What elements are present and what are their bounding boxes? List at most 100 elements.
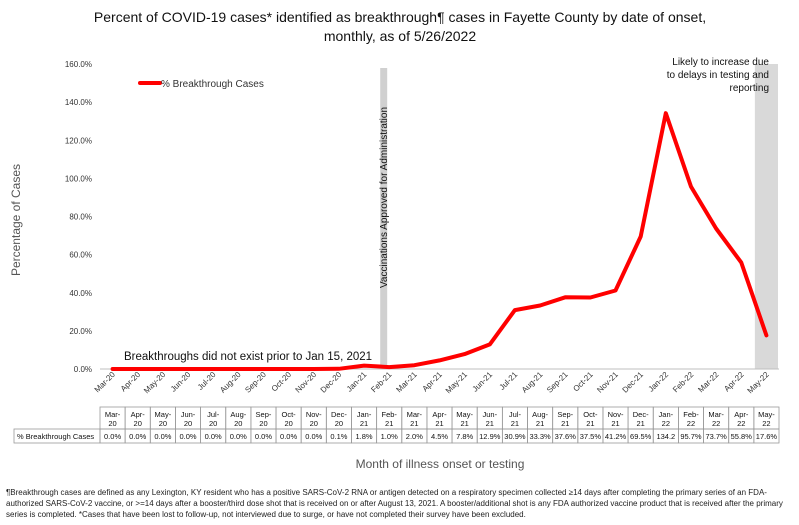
table-value-text: 0.0% (179, 432, 196, 441)
table-header-text: Jul-20 (207, 410, 220, 428)
table-header-text: Aug-20 (230, 410, 246, 428)
table-header-text: Nov-20 (306, 410, 322, 428)
table-header-text: Oct-20 (282, 410, 297, 428)
x-tick-label: May-20 (142, 370, 168, 396)
table-value-text: 4.5% (431, 432, 448, 441)
table-header-text: Jan-21 (357, 410, 372, 428)
table-header-text: Sep-21 (557, 410, 573, 428)
table-header-text: May-20 (155, 410, 172, 428)
table-value-text: 73.7% (705, 432, 727, 441)
table-value-text: 30.9% (504, 432, 526, 441)
x-tick-label: Sep-20 (243, 370, 268, 395)
x-tick-label: Oct-21 (571, 370, 595, 394)
x-tick-label: Mar-20 (93, 370, 118, 395)
x-tick-label: Mar-21 (394, 370, 419, 395)
x-tick-label: Dec-20 (319, 370, 344, 395)
annotation-note: Breakthroughs did not exist prior to Jan… (124, 351, 372, 363)
table-value-text: 1.0% (381, 432, 398, 441)
table-value-cell (753, 428, 780, 444)
table-row-label: % Breakthrough Cases (17, 432, 94, 441)
table-header-text: Mar-21 (407, 410, 423, 428)
table-header-text: May-21 (456, 410, 473, 428)
x-tick-label: Jul-20 (196, 370, 218, 392)
table-header-text: Apr-21 (432, 410, 447, 428)
table-value-text: 33.3% (529, 432, 551, 441)
x-tick-label: Jun-20 (169, 370, 193, 394)
table-value-text: 55.8% (731, 432, 753, 441)
y-tick-label: 60.0% (69, 251, 92, 260)
x-tick-label: Jul-21 (498, 370, 520, 392)
table-header-text: Dec-21 (633, 410, 649, 428)
table-header-text: Jun-21 (482, 410, 497, 428)
table-header-text: Mar-20 (105, 410, 121, 428)
table-value-text: 1.8% (356, 432, 373, 441)
table-header-text: Sep-20 (256, 410, 272, 428)
x-tick-label: Feb-22 (671, 370, 696, 395)
table-header-text: Apr-22 (734, 410, 749, 428)
x-tick-label: Feb-21 (369, 370, 394, 395)
x-tick-label: Apr-21 (421, 370, 445, 394)
table-value-text: 0.0% (280, 432, 297, 441)
legend-label: % Breakthrough Cases (161, 79, 264, 90)
x-tick-label: Aug-20 (218, 370, 243, 395)
vaccine-line-label: Vaccinations Approved for Administration (379, 107, 390, 288)
table-value-text: 0.0% (255, 432, 272, 441)
table-value-text: 2.0% (406, 432, 423, 441)
table-header-text: Apr-20 (131, 410, 146, 428)
x-tick-label: Dec-21 (620, 370, 645, 395)
y-tick-label: 40.0% (69, 289, 92, 298)
table-header-text: Aug-21 (532, 410, 548, 428)
table-header-text: Jan-22 (659, 410, 674, 428)
table-header-text: Jun-20 (181, 410, 196, 428)
table-value-text: 69.5% (630, 432, 652, 441)
table-value-text: 134.2 (656, 432, 675, 441)
footnote: ¶Breakthrough cases are defined as any L… (6, 488, 783, 519)
y-tick-label: 120.0% (65, 136, 92, 145)
y-tick-label: 0.0% (74, 365, 92, 374)
y-tick-label: 160.0% (65, 60, 92, 69)
table-value-text: 41.2% (605, 432, 627, 441)
series-line (110, 111, 769, 371)
table-header-text: Feb-21 (381, 410, 397, 428)
x-tick-label: Oct-20 (270, 370, 294, 394)
x-tick-label: Jan-21 (345, 370, 369, 394)
table-header-text: Mar-22 (708, 410, 724, 428)
x-tick-label: May-21 (444, 370, 470, 396)
x-tick-label: Nov-20 (294, 370, 319, 395)
table-header-text: Oct-21 (583, 410, 598, 428)
shaded-region-note: Likely to increase due to delays in testi… (667, 57, 770, 94)
table-value-text: 0.0% (205, 432, 222, 441)
x-tick-label: Mar-22 (696, 370, 721, 395)
table-header-text: Feb-22 (683, 410, 699, 428)
x-axis-label: Month of illness onset or testing (355, 457, 525, 471)
table-header-text: Nov-21 (608, 410, 624, 428)
table-header-text: May-22 (758, 410, 775, 428)
chart-title: Percent of COVID-19 cases* identified as… (93, 9, 707, 44)
table-value-text: 0.0% (305, 432, 322, 441)
x-tick-label: Apr-20 (119, 370, 143, 394)
x-tick-label: Sep-21 (545, 370, 570, 395)
table-value-text: 12.9% (479, 432, 501, 441)
y-tick-label: 20.0% (69, 327, 92, 336)
x-tick-label: Aug-21 (520, 370, 545, 395)
table-value-text: 0.0% (154, 432, 171, 441)
table-value-text: 17.6% (756, 432, 778, 441)
table-value-text: 37.6% (555, 432, 577, 441)
table-header-text: Jul-21 (509, 410, 522, 428)
table-value-text: 95.7% (680, 432, 702, 441)
x-tick-label: Apr-22 (722, 370, 746, 394)
table-value-text: 0.0% (230, 432, 247, 441)
y-tick-label: 100.0% (65, 174, 92, 183)
x-tick-label: May-22 (746, 370, 772, 396)
shaded-region (754, 64, 778, 369)
table-value-text: 37.5% (580, 432, 602, 441)
x-tick-label: Nov-21 (595, 370, 620, 395)
y-tick-label: 140.0% (65, 98, 92, 107)
x-tick-label: Jan-22 (647, 370, 671, 394)
y-tick-label: 80.0% (69, 213, 92, 222)
table-value-text: 0.1% (330, 432, 347, 441)
vaccine-line (380, 68, 388, 369)
table-value-text: 0.0% (129, 432, 146, 441)
